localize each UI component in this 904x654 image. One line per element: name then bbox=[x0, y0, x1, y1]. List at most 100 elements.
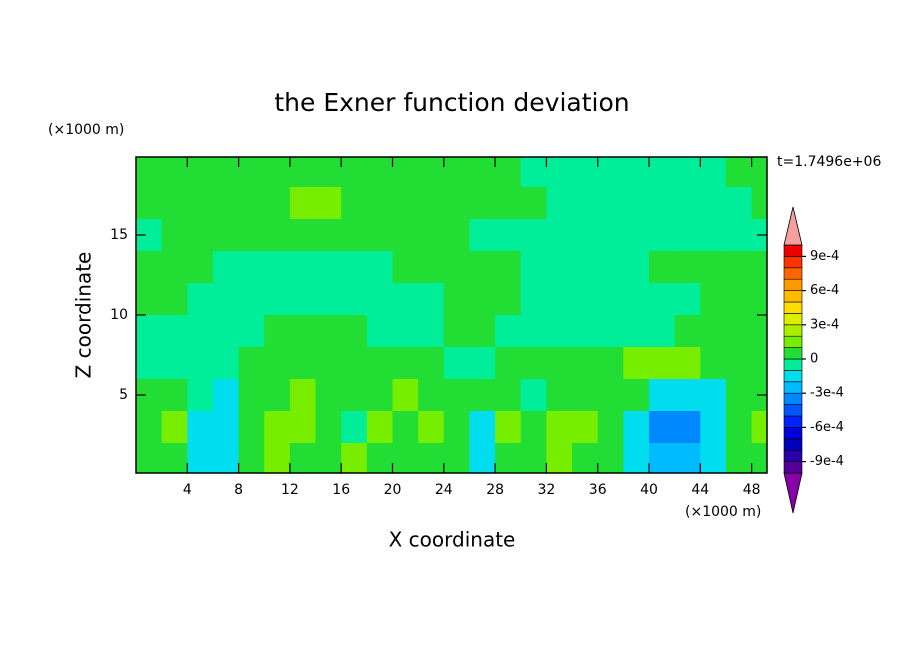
field-cell bbox=[289, 347, 317, 380]
field-cell bbox=[469, 187, 496, 220]
field-cell bbox=[674, 283, 701, 316]
field-cell bbox=[623, 157, 650, 188]
field-cell bbox=[161, 157, 188, 188]
x-tick-label: 32 bbox=[537, 482, 555, 498]
field-cell bbox=[674, 347, 701, 380]
field-cell bbox=[623, 443, 650, 473]
field-cell bbox=[700, 219, 727, 252]
field-cell bbox=[572, 187, 599, 220]
field-cell bbox=[572, 379, 599, 412]
field-cell bbox=[469, 283, 496, 316]
field-cell bbox=[187, 157, 214, 188]
field-cell bbox=[264, 411, 291, 444]
field-cell bbox=[674, 187, 701, 220]
field-cell bbox=[392, 347, 419, 380]
field-cell bbox=[136, 443, 163, 473]
field-cell bbox=[443, 315, 470, 348]
field-cell bbox=[443, 347, 470, 380]
field-cell bbox=[238, 283, 265, 316]
colorbar-box bbox=[783, 415, 803, 428]
field-cell bbox=[366, 315, 394, 348]
field-cell bbox=[725, 283, 753, 316]
x-tick-label: 16 bbox=[332, 482, 350, 498]
colorbar-box bbox=[783, 461, 803, 474]
field-cell bbox=[725, 411, 753, 444]
field-cell bbox=[700, 443, 727, 473]
field-cell bbox=[289, 283, 317, 316]
field-cell bbox=[700, 187, 727, 220]
field-cell bbox=[572, 347, 599, 380]
field-cell bbox=[725, 157, 753, 188]
x-tick-label: 12 bbox=[281, 482, 299, 498]
field-cell bbox=[443, 187, 470, 220]
field-cell bbox=[418, 219, 445, 252]
field-cell bbox=[520, 283, 547, 316]
field-cell bbox=[392, 379, 419, 412]
field-cell bbox=[418, 187, 445, 220]
field-cell bbox=[212, 157, 240, 188]
field-cell bbox=[341, 443, 368, 473]
field-cell bbox=[520, 315, 547, 348]
colorbar-box bbox=[783, 290, 803, 303]
field-cell bbox=[161, 443, 188, 473]
field-cell bbox=[495, 219, 522, 252]
x-tick-label: 40 bbox=[640, 482, 658, 498]
field-cell bbox=[495, 157, 522, 188]
field-cell bbox=[546, 251, 573, 284]
field-cell bbox=[520, 379, 547, 412]
field-cell bbox=[700, 411, 727, 444]
field-cell bbox=[341, 219, 368, 252]
field-cell bbox=[469, 379, 496, 412]
field-cell bbox=[238, 219, 265, 252]
field-cell bbox=[341, 347, 368, 380]
field-cell bbox=[341, 157, 368, 188]
field-cell bbox=[418, 315, 445, 348]
field-cell bbox=[751, 411, 767, 444]
field-cell bbox=[751, 347, 767, 380]
field-cell bbox=[751, 443, 767, 473]
field-cell bbox=[315, 315, 342, 348]
field-cell bbox=[495, 315, 522, 348]
field-cell bbox=[264, 315, 291, 348]
field-cell bbox=[187, 283, 214, 316]
field-cell bbox=[597, 379, 624, 412]
field-cell bbox=[725, 315, 753, 348]
field-cell bbox=[187, 251, 214, 284]
x-unit-label: (×1000 m) bbox=[685, 504, 761, 520]
colorbar-box bbox=[783, 438, 803, 451]
y-tick-label: 15 bbox=[110, 227, 128, 243]
field-cell bbox=[623, 347, 650, 380]
field-cell bbox=[289, 157, 317, 188]
colorbar-box bbox=[783, 358, 803, 371]
field-cell bbox=[546, 187, 573, 220]
field-cell bbox=[238, 411, 265, 444]
field-cell bbox=[418, 347, 445, 380]
field-cell bbox=[418, 443, 445, 473]
field-cell bbox=[392, 251, 419, 284]
field-cell bbox=[238, 251, 265, 284]
field-cell bbox=[649, 411, 676, 444]
field-cell bbox=[495, 283, 522, 316]
field-cell bbox=[623, 315, 650, 348]
field-cell bbox=[315, 347, 342, 380]
field-cell bbox=[469, 157, 496, 188]
field-cell bbox=[649, 315, 676, 348]
y-unit-label: (×1000 m) bbox=[48, 122, 124, 138]
field-cell bbox=[443, 219, 470, 252]
field-cell bbox=[136, 251, 163, 284]
field-cell bbox=[161, 251, 188, 284]
field-cell bbox=[264, 347, 291, 380]
field-cell bbox=[597, 157, 624, 188]
field-cell bbox=[725, 187, 753, 220]
field-cell bbox=[674, 219, 701, 252]
field-cell bbox=[366, 347, 394, 380]
field-cell bbox=[392, 443, 419, 473]
field-cell bbox=[572, 283, 599, 316]
colorbar-box bbox=[783, 267, 803, 280]
y-tick-label: 10 bbox=[110, 307, 128, 323]
field-cell bbox=[572, 251, 599, 284]
field-cell bbox=[751, 187, 767, 220]
field-cell bbox=[597, 251, 624, 284]
field-cell bbox=[315, 443, 342, 473]
